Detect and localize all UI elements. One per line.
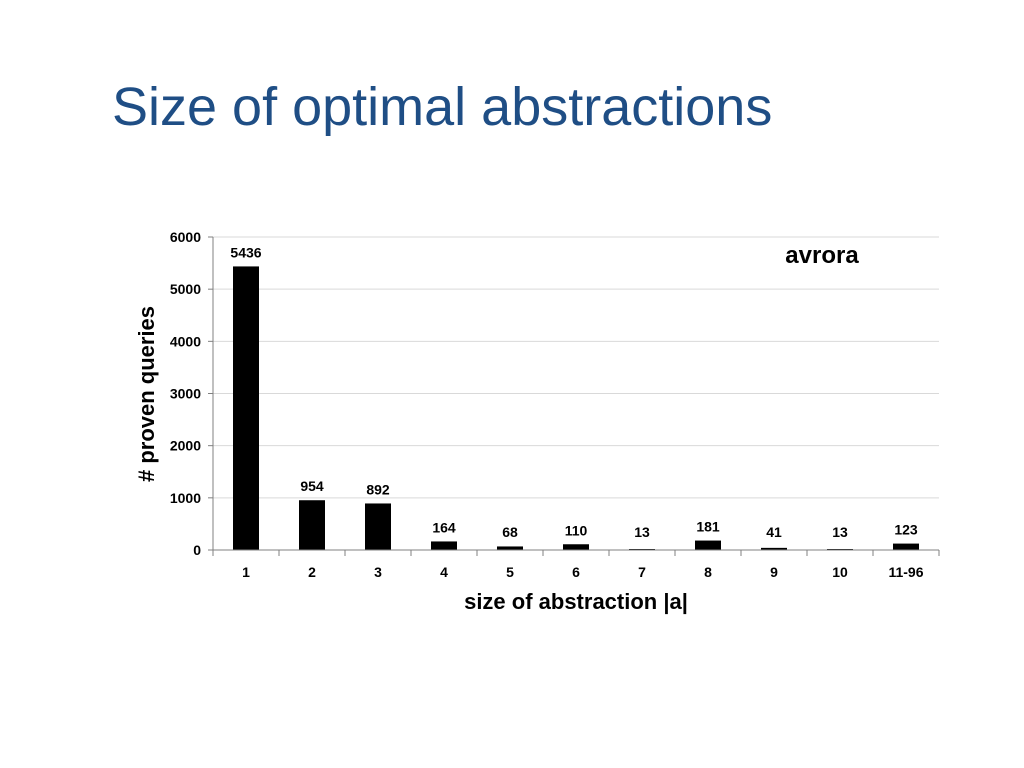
y-tick-label: 2000 <box>170 438 201 454</box>
bars <box>233 266 919 550</box>
data-label: 892 <box>366 481 390 497</box>
gridlines <box>213 236 939 499</box>
y-axis-label: # proven queries <box>134 306 159 482</box>
bar <box>893 543 919 550</box>
x-tick-label: 6 <box>572 564 580 580</box>
chart-annotation: avrora <box>785 242 859 269</box>
y-tick-label: 5000 <box>170 281 201 297</box>
bar <box>563 544 589 550</box>
x-tick-label: 4 <box>440 564 448 580</box>
page-title: Size of optimal abstractions <box>112 77 773 137</box>
bar <box>761 547 787 550</box>
x-tick-label: 8 <box>704 564 712 580</box>
axes <box>208 236 940 556</box>
y-tick-label: 6000 <box>170 229 201 245</box>
data-label: 954 <box>300 478 324 494</box>
data-label: 13 <box>832 524 848 540</box>
x-tick-label: 1 <box>242 564 250 580</box>
data-label: 68 <box>502 524 518 540</box>
data-label: 5436 <box>230 244 261 260</box>
bar <box>695 540 721 550</box>
x-tick-label: 3 <box>374 564 382 580</box>
data-label: 123 <box>894 522 918 538</box>
bar <box>431 541 457 550</box>
data-label: 181 <box>696 519 720 535</box>
y-tick-label: 1000 <box>170 490 201 506</box>
x-tick-label: 9 <box>770 564 778 580</box>
bar <box>497 546 523 550</box>
x-tick-label: 7 <box>638 564 646 580</box>
data-label: 164 <box>432 519 456 535</box>
data-label: 13 <box>634 524 650 540</box>
x-axis-label: size of abstraction |a| <box>464 589 688 614</box>
bar <box>299 500 325 550</box>
data-label: 41 <box>766 524 782 540</box>
x-tick-label: 10 <box>832 564 848 580</box>
x-tick-label: 11-96 <box>888 564 923 580</box>
labels: 0100020003000400050006000154362954389241… <box>170 229 924 580</box>
x-tick-label: 2 <box>308 564 316 580</box>
y-tick-label: 3000 <box>170 386 201 402</box>
data-label: 110 <box>565 522 588 538</box>
bar <box>233 266 259 550</box>
y-tick-label: 0 <box>193 542 201 558</box>
bar <box>365 503 391 550</box>
y-tick-label: 4000 <box>170 333 201 349</box>
x-tick-label: 5 <box>506 564 514 580</box>
